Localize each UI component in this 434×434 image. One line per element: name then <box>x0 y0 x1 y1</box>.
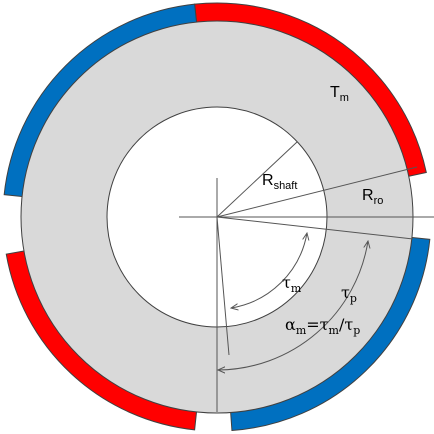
magnet-pitch-label: τm <box>282 273 302 295</box>
shaft-radius-line <box>216 141 298 218</box>
pole-pitch-label: τp <box>341 283 357 305</box>
magnet-thickness-label: Tm <box>330 84 349 104</box>
pole-arc-ratio-label: αm=τm/τp <box>285 315 360 337</box>
tau-p-arc <box>218 241 368 370</box>
outer-radius-label: Rro <box>362 187 383 207</box>
shaft-radius-label: Rshaft <box>262 172 297 192</box>
magnet-edge-line-upper <box>216 216 414 240</box>
outer-radius-line <box>216 166 418 218</box>
